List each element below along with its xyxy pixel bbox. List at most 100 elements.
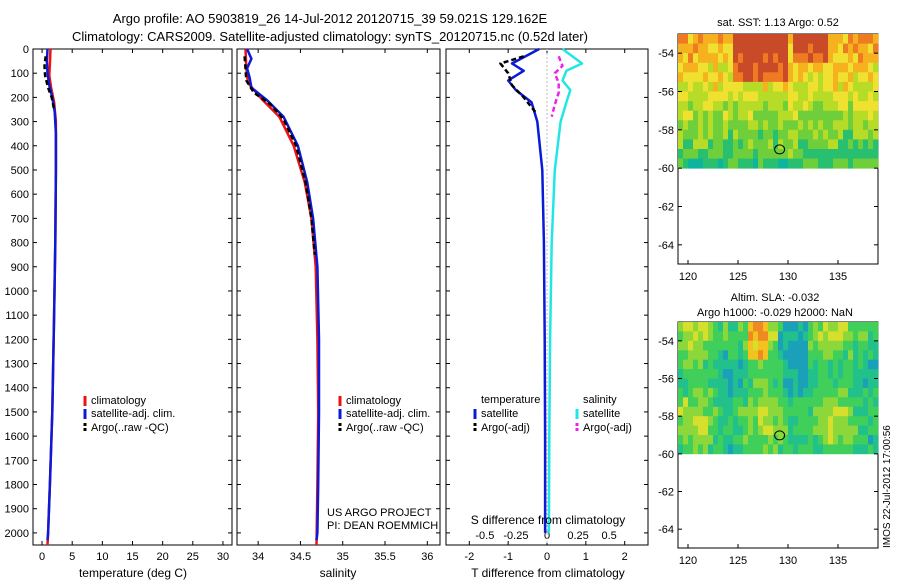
map-cell	[753, 149, 759, 159]
map-cell	[848, 81, 854, 92]
map-cell	[858, 350, 864, 361]
sla-map-subtitle: Argo h1000: -0.029 h2000: NaN	[697, 307, 853, 319]
map-cell	[718, 331, 724, 342]
map-cell	[793, 340, 799, 351]
map-cell	[738, 378, 744, 389]
map-cell	[758, 322, 764, 332]
map-cell	[688, 406, 694, 417]
map-cell	[813, 350, 819, 361]
x-tick-label: 35	[337, 551, 349, 563]
map-cell	[863, 387, 869, 398]
map-cell	[678, 43, 684, 54]
x-tick-label: 25	[187, 551, 199, 563]
map-cell	[788, 149, 794, 159]
x-tick-label: 10	[96, 551, 108, 563]
map-cell	[813, 331, 819, 342]
map-cell	[683, 91, 689, 102]
y-tick-label: -62	[658, 487, 674, 499]
map-cell	[713, 129, 719, 140]
map-cell	[868, 350, 874, 361]
map-cell	[753, 62, 759, 73]
map-cell	[698, 149, 704, 159]
map-cell	[758, 72, 764, 83]
map-cell	[773, 110, 779, 121]
map-cell	[863, 416, 869, 426]
map-cell	[843, 444, 849, 455]
map-cell	[823, 444, 829, 455]
map-cell	[793, 110, 799, 121]
map-cell	[803, 91, 809, 102]
map-cell	[703, 378, 709, 389]
map-cell	[693, 444, 699, 455]
map-cell	[778, 72, 784, 83]
map-cell	[838, 34, 844, 44]
map-cell	[768, 129, 774, 140]
map-cell	[723, 158, 729, 169]
map-cell	[728, 120, 734, 131]
map-cell	[693, 129, 699, 140]
map-cell	[853, 435, 859, 445]
map-cell	[783, 359, 789, 370]
y-tick-label: 500	[11, 165, 29, 177]
map-cell	[868, 81, 874, 92]
map-cell	[693, 359, 699, 370]
map-cell	[833, 91, 839, 102]
map-cell	[738, 91, 744, 102]
map-cell	[873, 53, 879, 64]
map-cell	[818, 129, 824, 140]
map-cell	[753, 350, 759, 361]
map-cell	[738, 62, 744, 73]
map-cell	[798, 139, 804, 150]
map-cell	[838, 101, 844, 112]
map-cell	[818, 81, 824, 92]
map-cell	[858, 43, 864, 54]
map-cell	[758, 120, 764, 131]
map-cell	[803, 350, 809, 361]
map-cell	[753, 378, 759, 389]
map-cell	[753, 110, 759, 121]
map-cell	[858, 387, 864, 398]
map-cell	[813, 129, 819, 140]
map-cell	[698, 416, 704, 426]
map-cell	[768, 139, 774, 150]
map-cell	[723, 416, 729, 426]
map-cell	[723, 444, 729, 455]
map-cell	[828, 81, 834, 92]
map-cell	[863, 158, 869, 169]
map-cell	[848, 331, 854, 342]
map-cell	[788, 43, 794, 54]
map-cell	[778, 397, 784, 408]
map-cell	[708, 91, 714, 102]
map-cell	[708, 350, 714, 361]
map-cell	[748, 425, 754, 436]
map-cell	[768, 43, 774, 54]
map-cell	[773, 158, 779, 169]
map-cell	[823, 43, 829, 54]
map-cell	[738, 397, 744, 408]
map-cell	[723, 397, 729, 408]
map-cell	[723, 425, 729, 436]
map-cell	[828, 53, 834, 64]
map-cell	[833, 43, 839, 54]
map-cell	[683, 369, 689, 379]
map-cell	[793, 101, 799, 112]
map-cell	[803, 387, 809, 398]
y-tick-label: 1800	[5, 480, 29, 492]
map-cell	[853, 139, 859, 150]
map-cell	[733, 322, 739, 332]
map-cell	[853, 350, 859, 361]
map-cell	[748, 331, 754, 342]
map-cell	[818, 34, 824, 44]
map-cell	[803, 416, 809, 426]
map-cell	[873, 81, 879, 92]
map-cell	[723, 350, 729, 361]
map-cell	[758, 378, 764, 389]
map-cell	[708, 331, 714, 342]
map-cell	[733, 369, 739, 379]
map-cell	[873, 120, 879, 131]
series-line	[43, 56, 56, 110]
map-cell	[783, 378, 789, 389]
legend-label: Argo(-adj)	[583, 422, 632, 434]
map-cell	[853, 110, 859, 121]
map-cell	[873, 359, 879, 370]
